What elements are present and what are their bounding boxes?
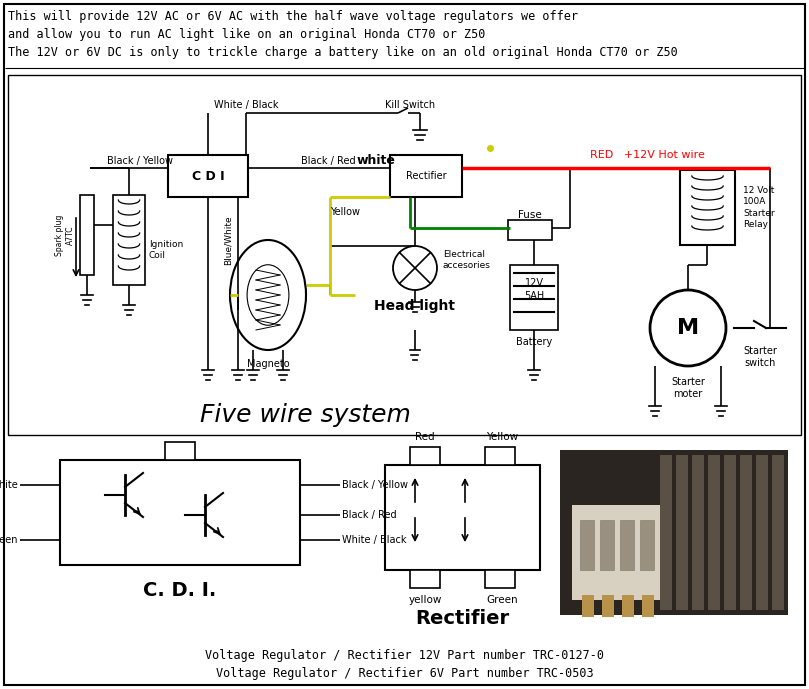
Text: Five wire system: Five wire system <box>200 403 411 427</box>
Text: Black / Yellow: Black / Yellow <box>342 480 408 490</box>
Bar <box>708 455 720 610</box>
Bar <box>724 455 736 610</box>
Text: Rectifier: Rectifier <box>416 608 510 628</box>
Text: Rectifier: Rectifier <box>405 171 447 181</box>
Text: C D I: C D I <box>192 169 224 183</box>
Text: Voltage Regulator / Rectifier 12V Part number TRC-0127-0: Voltage Regulator / Rectifier 12V Part n… <box>205 650 604 663</box>
Bar <box>410 447 440 465</box>
Text: yellow: yellow <box>409 595 442 605</box>
Bar <box>680 170 735 245</box>
Text: Kill Switch: Kill Switch <box>385 100 435 110</box>
Text: Voltage Regulator / Rectifier 6V Part number TRC-0503: Voltage Regulator / Rectifier 6V Part nu… <box>216 668 593 681</box>
Bar <box>485 447 515 465</box>
Text: Red: Red <box>415 432 434 442</box>
Bar <box>580 520 594 570</box>
Bar <box>582 595 594 617</box>
Text: Black / Yellow: Black / Yellow <box>107 156 173 166</box>
Bar <box>600 520 614 570</box>
Bar <box>640 520 654 570</box>
Text: Magneto: Magneto <box>247 359 290 369</box>
Text: RED   +12V Hot wire: RED +12V Hot wire <box>590 150 705 160</box>
Text: and allow you to run AC light like on an original Honda CT70 or Z50: and allow you to run AC light like on an… <box>8 28 485 41</box>
Bar <box>692 455 704 610</box>
Text: Yellow: Yellow <box>330 207 360 217</box>
Text: White / Black: White / Black <box>342 535 406 545</box>
Text: C. D. I.: C. D. I. <box>143 581 217 599</box>
Bar <box>8 75 801 435</box>
Text: White / Black: White / Black <box>214 100 278 110</box>
Bar <box>385 465 540 570</box>
Text: Yellow: Yellow <box>486 432 518 442</box>
Text: Black / Red: Black / Red <box>342 510 396 520</box>
Text: Fuse: Fuse <box>518 210 542 220</box>
Text: Blue / White: Blue / White <box>0 480 18 490</box>
Bar <box>508 220 552 240</box>
Text: Spark plug
A7TC: Spark plug A7TC <box>55 214 75 256</box>
Text: Black / Red: Black / Red <box>301 156 355 166</box>
Text: The 12V or 6V DC is only to trickle charge a battery like on an old original Hon: The 12V or 6V DC is only to trickle char… <box>8 46 678 59</box>
Bar <box>740 455 752 610</box>
Text: Starter
switch: Starter switch <box>743 346 777 369</box>
Text: Starter
moter: Starter moter <box>671 377 705 399</box>
Text: M: M <box>677 318 699 338</box>
Bar <box>756 455 768 610</box>
Bar <box>560 450 788 615</box>
Text: white: white <box>357 154 396 167</box>
Text: 12 Volt
100A
Starter
Relay: 12 Volt 100A Starter Relay <box>743 186 775 229</box>
Bar <box>642 595 654 617</box>
Bar <box>676 455 688 610</box>
Text: This will provide 12V AC or 6V AC with the half wave voltage regulators we offer: This will provide 12V AC or 6V AC with t… <box>8 10 578 23</box>
Text: Green: Green <box>486 595 518 605</box>
Bar <box>485 570 515 588</box>
Text: Green: Green <box>0 535 18 545</box>
Bar <box>660 455 672 610</box>
Bar <box>772 455 784 610</box>
Bar <box>390 155 462 197</box>
Bar <box>620 520 634 570</box>
Bar <box>602 595 614 617</box>
Text: Ignition
Coil: Ignition Coil <box>149 240 184 260</box>
Bar <box>165 442 195 460</box>
Text: 12V
5AH: 12V 5AH <box>524 278 544 300</box>
Text: Electrical
accesories: Electrical accesories <box>443 250 491 270</box>
Bar <box>168 155 248 197</box>
Bar <box>60 460 300 565</box>
Text: Blue/White: Blue/White <box>223 215 232 265</box>
Text: Battery: Battery <box>516 337 552 347</box>
Bar <box>80 195 94 275</box>
Text: Head light: Head light <box>375 299 455 313</box>
Bar <box>572 505 662 600</box>
Bar <box>410 570 440 588</box>
Bar <box>510 265 558 330</box>
Bar <box>113 195 145 285</box>
Bar <box>622 595 634 617</box>
